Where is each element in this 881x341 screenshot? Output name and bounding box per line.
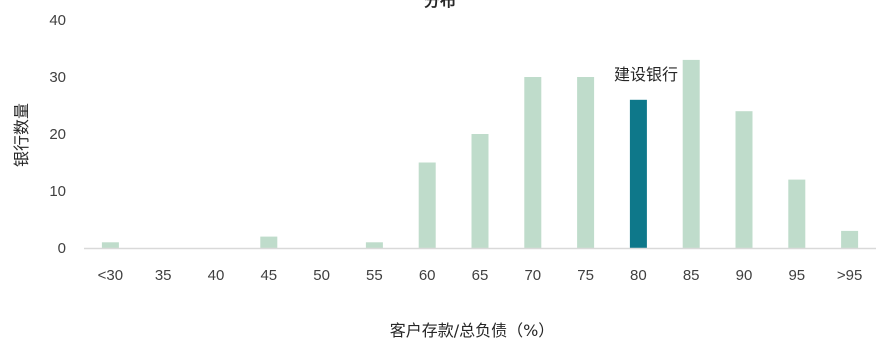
x-tick-label: <30 bbox=[98, 267, 123, 284]
x-tick-label: 65 bbox=[472, 267, 489, 284]
x-tick-label: 90 bbox=[736, 267, 753, 284]
x-tick-label: 55 bbox=[366, 267, 383, 284]
bar bbox=[577, 77, 595, 248]
x-tick-label: 75 bbox=[577, 267, 594, 284]
x-tick-label: 60 bbox=[419, 267, 436, 284]
x-tick-label: 40 bbox=[208, 267, 225, 284]
x-axis-title: 客户存款/总负债（%） bbox=[390, 321, 555, 340]
y-tick-label: 0 bbox=[58, 240, 66, 257]
x-tick-label: 95 bbox=[788, 267, 805, 284]
y-tick-label: 20 bbox=[49, 126, 66, 143]
y-axis-ticks: 0 10 20 30 40 bbox=[49, 12, 66, 257]
y-tick-label: 10 bbox=[49, 183, 66, 200]
highlight-label: 建设银行 bbox=[614, 65, 678, 84]
bar bbox=[418, 162, 436, 248]
y-tick-label: 30 bbox=[49, 69, 66, 86]
bar bbox=[524, 77, 542, 248]
bar bbox=[735, 111, 753, 248]
chart-title: 分布 bbox=[424, 0, 456, 10]
bar bbox=[682, 59, 700, 249]
bar-highlight bbox=[629, 99, 647, 248]
bar bbox=[471, 134, 489, 248]
bars bbox=[101, 59, 859, 249]
y-axis-title: 银行数量 bbox=[12, 103, 31, 167]
bar bbox=[788, 179, 806, 248]
x-tick-label: 85 bbox=[683, 267, 700, 284]
x-axis-ticks: <30 35 40 45 50 55 60 65 70 75 80 85 90 95 >95 bbox=[98, 267, 863, 284]
y-tick-label: 40 bbox=[49, 12, 66, 29]
bar bbox=[101, 242, 119, 248]
bar bbox=[841, 230, 859, 248]
x-tick-label: 70 bbox=[524, 267, 541, 284]
bar bbox=[260, 236, 278, 248]
x-tick-label: 35 bbox=[155, 267, 172, 284]
x-tick-label: 80 bbox=[630, 267, 647, 284]
x-tick-label: >95 bbox=[837, 267, 862, 284]
x-tick-label: 45 bbox=[260, 267, 277, 284]
bar bbox=[365, 242, 383, 248]
x-tick-label: 50 bbox=[313, 267, 330, 284]
